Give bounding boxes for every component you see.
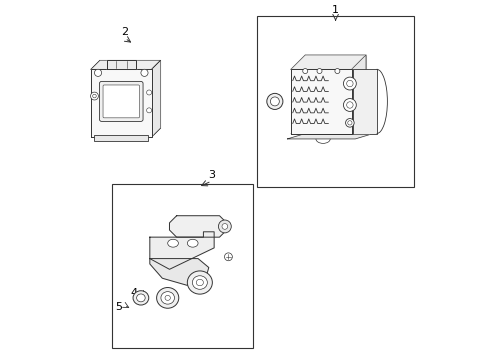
Circle shape bbox=[224, 253, 232, 261]
Circle shape bbox=[343, 77, 356, 90]
Polygon shape bbox=[149, 232, 214, 269]
Circle shape bbox=[346, 102, 352, 108]
Polygon shape bbox=[169, 216, 226, 237]
Ellipse shape bbox=[164, 296, 170, 300]
Ellipse shape bbox=[167, 239, 178, 247]
Bar bbox=[112, 184, 253, 348]
Bar bbox=[257, 16, 413, 187]
Circle shape bbox=[302, 68, 307, 73]
Bar bbox=[353, 69, 376, 134]
Text: 5: 5 bbox=[115, 302, 122, 312]
Text: 3: 3 bbox=[208, 170, 215, 180]
Ellipse shape bbox=[187, 271, 212, 294]
Ellipse shape bbox=[133, 291, 148, 305]
Polygon shape bbox=[149, 258, 208, 285]
Polygon shape bbox=[305, 55, 365, 119]
Circle shape bbox=[334, 68, 339, 73]
Text: 4: 4 bbox=[130, 288, 137, 297]
FancyBboxPatch shape bbox=[99, 81, 143, 121]
Polygon shape bbox=[290, 55, 365, 69]
Ellipse shape bbox=[266, 93, 283, 109]
Circle shape bbox=[94, 69, 102, 76]
Circle shape bbox=[146, 90, 151, 95]
Polygon shape bbox=[91, 60, 160, 69]
Polygon shape bbox=[151, 60, 160, 137]
Polygon shape bbox=[287, 135, 369, 139]
Circle shape bbox=[90, 92, 98, 100]
Circle shape bbox=[218, 220, 231, 233]
Text: 2: 2 bbox=[121, 27, 128, 37]
Circle shape bbox=[347, 121, 351, 125]
Circle shape bbox=[346, 80, 352, 87]
Circle shape bbox=[93, 94, 96, 98]
Text: 1: 1 bbox=[331, 5, 338, 15]
Circle shape bbox=[222, 224, 227, 229]
Polygon shape bbox=[107, 60, 135, 69]
Circle shape bbox=[343, 99, 356, 111]
Polygon shape bbox=[351, 55, 365, 134]
Circle shape bbox=[345, 118, 353, 127]
Ellipse shape bbox=[161, 292, 174, 304]
Polygon shape bbox=[290, 69, 351, 134]
Polygon shape bbox=[91, 69, 151, 137]
Ellipse shape bbox=[192, 276, 207, 289]
Ellipse shape bbox=[270, 97, 279, 106]
Ellipse shape bbox=[196, 279, 203, 286]
FancyBboxPatch shape bbox=[103, 85, 139, 118]
Circle shape bbox=[316, 68, 322, 73]
Ellipse shape bbox=[136, 294, 145, 302]
Ellipse shape bbox=[187, 239, 198, 247]
Bar bbox=[94, 135, 148, 141]
Ellipse shape bbox=[156, 288, 179, 308]
Circle shape bbox=[146, 108, 151, 113]
Circle shape bbox=[141, 69, 148, 76]
